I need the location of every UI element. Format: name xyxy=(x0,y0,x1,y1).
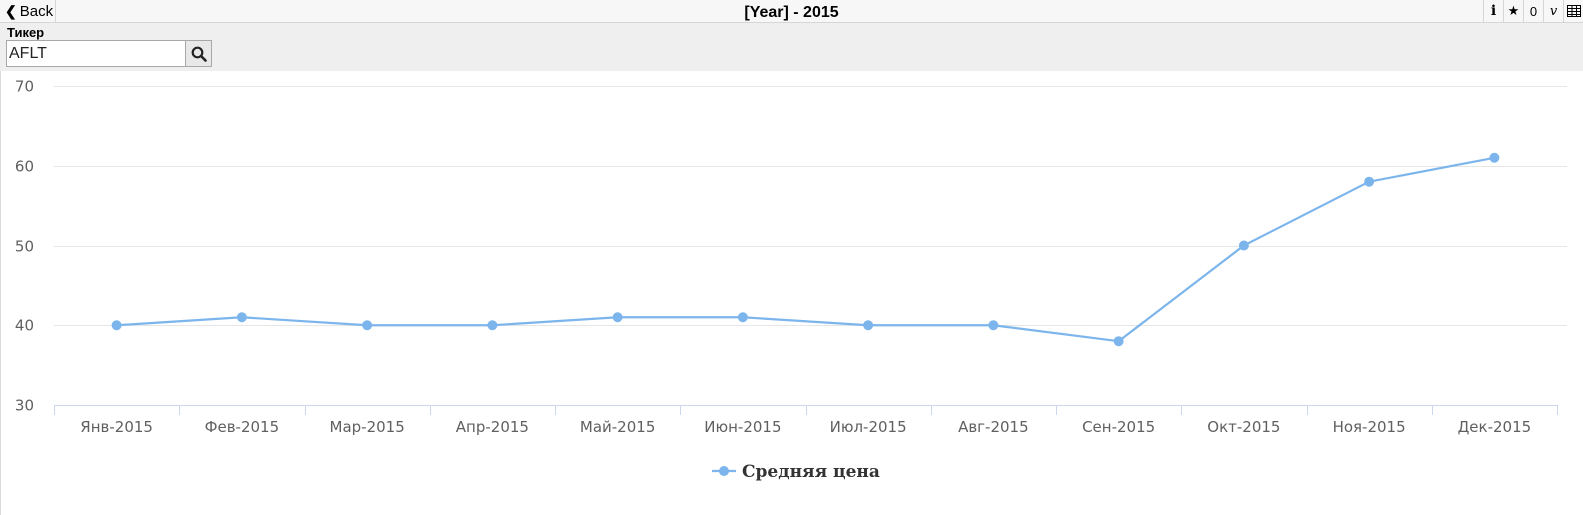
favorite-count: 0 xyxy=(1523,0,1543,22)
y-axis: 30 40 50 60 70 xyxy=(15,78,34,415)
info-icon[interactable]: i xyxy=(1483,0,1503,22)
y-tick-label: 30 xyxy=(15,397,34,415)
y-tick-label: 70 xyxy=(15,78,34,96)
ticker-input[interactable] xyxy=(6,40,186,67)
back-button[interactable]: ❮ Back xyxy=(0,0,56,22)
favorite-button[interactable]: ★ xyxy=(1503,0,1523,22)
x-tick-label: Окт-2015 xyxy=(1207,418,1280,436)
series-layer xyxy=(111,152,1500,347)
x-tick-label: Июл-2015 xyxy=(830,418,907,436)
search-button[interactable] xyxy=(185,40,212,67)
data-point xyxy=(988,320,999,331)
chart-left-border xyxy=(0,71,1,515)
data-point xyxy=(1113,336,1124,347)
data-point xyxy=(612,312,623,323)
filter-bar: Тикер xyxy=(0,23,1583,71)
legend[interactable]: Средняя цена xyxy=(712,462,880,482)
data-point xyxy=(111,320,122,331)
x-tick-label: Дек-2015 xyxy=(1458,418,1532,436)
table-icon xyxy=(1566,5,1581,17)
x-tick-label: Сен-2015 xyxy=(1082,418,1155,436)
legend-symbol-marker xyxy=(719,466,729,476)
chevron-left-icon: ❮ xyxy=(5,2,17,19)
y-tick-label: 60 xyxy=(15,158,34,176)
star-icon: ★ xyxy=(1507,3,1520,18)
data-point xyxy=(1364,176,1375,187)
grid-lines xyxy=(54,86,1567,326)
legend-label: Средняя цена xyxy=(742,462,880,482)
x-tick-label: Фев-2015 xyxy=(205,418,280,436)
x-tick-label: Апр-2015 xyxy=(456,418,529,436)
x-tick-label: Июн-2015 xyxy=(704,418,781,436)
back-label: Back xyxy=(19,2,54,20)
x-tick-label: Мар-2015 xyxy=(330,418,405,436)
x-tick-label: Авг-2015 xyxy=(958,418,1029,436)
data-point xyxy=(1238,240,1249,251)
table-view-button[interactable] xyxy=(1563,0,1583,22)
v-button[interactable]: v xyxy=(1543,0,1563,22)
search-icon xyxy=(191,46,207,62)
data-point xyxy=(362,320,373,331)
data-point xyxy=(236,312,247,323)
x-tick-label: Ноя-2015 xyxy=(1333,418,1406,436)
x-axis: Янв-2015 Фев-2015 Мар-2015 Апр-2015 Май-2015… xyxy=(54,405,1558,436)
ticker-label: Тикер xyxy=(7,25,45,40)
data-point xyxy=(487,320,498,331)
data-point xyxy=(737,312,748,323)
y-tick-label: 40 xyxy=(15,317,34,335)
data-point xyxy=(1489,152,1500,163)
series-line xyxy=(116,156,1495,343)
data-point xyxy=(863,320,874,331)
x-tick-label: Янв-2015 xyxy=(80,418,153,436)
x-tick-label: Май-2015 xyxy=(580,418,655,436)
y-tick-label: 50 xyxy=(15,238,34,256)
toolbar-actions: i ★ 0 v xyxy=(1483,0,1583,22)
